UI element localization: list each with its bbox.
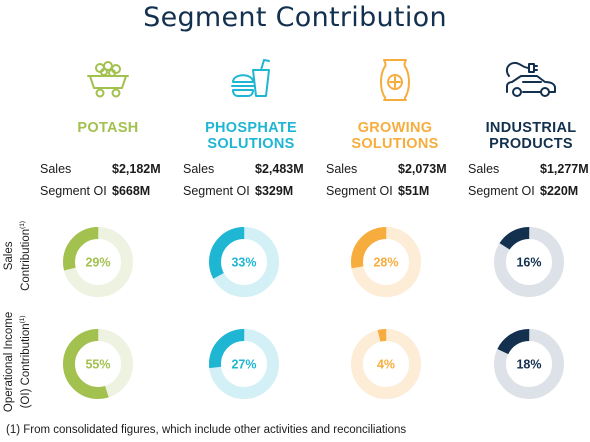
donut-oi-potash: 55% bbox=[60, 326, 136, 402]
oi-label: Segment OI bbox=[183, 184, 250, 198]
row-label-sales: Sales Contribution(1) bbox=[3, 220, 32, 291]
donut-oi-growing: 4% bbox=[348, 326, 424, 402]
donut-label: 4% bbox=[377, 358, 395, 372]
oi-label: Segment OI bbox=[326, 184, 393, 198]
oi-label: Segment OI bbox=[468, 184, 535, 198]
donut-slice bbox=[63, 329, 133, 399]
footnote: (1) From consolidated figures, which inc… bbox=[6, 424, 407, 436]
oi-value: $668M bbox=[112, 184, 151, 198]
segment-name-potash: POTASH bbox=[77, 120, 139, 136]
donut-slice bbox=[209, 329, 279, 399]
donut-oi-phosphate: 27% bbox=[206, 326, 282, 402]
segment-name-phosphate: PHOSPHATE SOLUTIONS bbox=[205, 120, 297, 152]
row-label-oi: Operational Income (OI) Contribution(1) bbox=[3, 311, 32, 413]
sales-label: Sales bbox=[40, 162, 72, 176]
donut-label: 18% bbox=[516, 358, 541, 372]
donut-slice bbox=[494, 329, 564, 399]
donut-oi-industrial: 18% bbox=[491, 326, 567, 402]
oi-value: $51M bbox=[398, 184, 430, 198]
oi-value: $220M bbox=[540, 184, 579, 198]
donut-slice bbox=[351, 227, 421, 297]
donut-sales-potash: 29% bbox=[60, 224, 136, 300]
donut-sales-phosphate: 33% bbox=[206, 224, 282, 300]
donut-label: 29% bbox=[85, 256, 110, 270]
donut-sales-industrial: 16% bbox=[491, 224, 567, 300]
donut-sales-growing: 28% bbox=[348, 224, 424, 300]
page-title: Segment Contribution bbox=[143, 2, 447, 33]
sales-label: Sales bbox=[183, 162, 215, 176]
sales-label: Sales bbox=[468, 162, 500, 176]
donut-label: 33% bbox=[231, 256, 256, 270]
donut-slice bbox=[351, 329, 421, 399]
donut-slice bbox=[494, 227, 564, 297]
oi-label: Segment OI bbox=[40, 184, 107, 198]
donut-label: 27% bbox=[231, 358, 256, 372]
donut-label: 28% bbox=[373, 256, 398, 270]
donut-label: 55% bbox=[85, 358, 110, 372]
donut-label: 16% bbox=[516, 256, 541, 270]
burger-drink-icon bbox=[181, 58, 321, 108]
donut-slice bbox=[209, 227, 279, 297]
sales-value: $2,483M bbox=[255, 162, 304, 176]
electric-car-icon bbox=[461, 58, 590, 108]
segment-name-growing: GROWING SOLUTIONS bbox=[351, 120, 439, 152]
donut-slice bbox=[63, 227, 133, 297]
sales-value: $1,277M bbox=[540, 162, 589, 176]
segment-name-industrial: INDUSTRIAL PRODUCTS bbox=[485, 120, 577, 152]
sales-value: $2,182M bbox=[112, 162, 161, 176]
oi-value: $329M bbox=[255, 184, 294, 198]
sales-label: Sales bbox=[326, 162, 358, 176]
mine-cart-icon bbox=[38, 58, 178, 108]
seed-bag-icon bbox=[325, 58, 465, 108]
sales-value: $2,073M bbox=[398, 162, 447, 176]
